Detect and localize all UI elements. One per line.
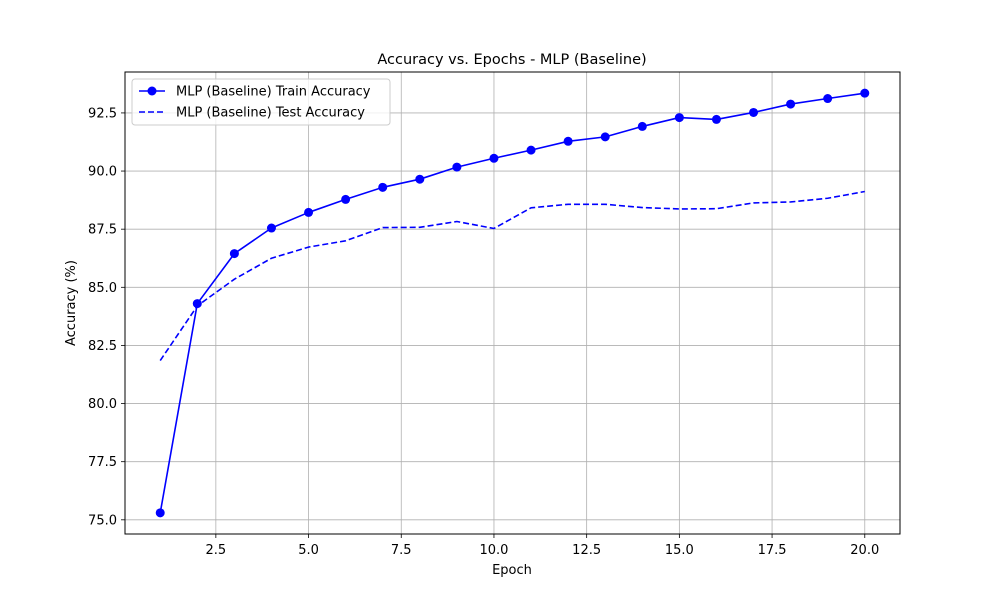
data-point	[415, 174, 425, 184]
data-point	[823, 94, 833, 104]
data-point	[155, 508, 165, 518]
legend-label: MLP (Baseline) Train Accuracy	[176, 85, 371, 100]
plot-frame	[124, 71, 901, 535]
y-tick-label: 90.0	[88, 165, 117, 180]
data-point	[563, 136, 573, 146]
x-tick-label: 10.0	[479, 543, 508, 558]
data-point	[192, 299, 202, 309]
x-tick-label: 5.0	[298, 543, 319, 558]
x-tick-label: 2.5	[206, 543, 227, 558]
legend-label: MLP (Baseline) Test Accuracy	[176, 106, 365, 121]
data-point	[229, 249, 239, 259]
data-point	[786, 99, 796, 109]
data-point	[600, 132, 610, 142]
data-point	[304, 207, 314, 217]
series-line-train-accuracy	[159, 92, 865, 513]
y-tick-label: 92.5	[88, 106, 117, 121]
x-tick-label: 17.5	[758, 543, 787, 558]
data-point	[341, 194, 351, 204]
y-tick-label: 77.5	[88, 455, 117, 470]
data-point	[674, 113, 684, 123]
data-point	[489, 153, 499, 163]
x-tick-label: 15.0	[665, 543, 694, 558]
data-point	[860, 88, 870, 98]
legend: MLP (Baseline) Train Accuracy MLP (Baseli…	[131, 78, 391, 126]
data-point	[749, 107, 759, 117]
y-tick-label: 87.5	[88, 223, 117, 238]
data-point	[526, 145, 536, 155]
data-point	[378, 182, 388, 192]
y-tick-label: 85.0	[88, 281, 117, 296]
data-point	[711, 114, 721, 124]
tick-layer: 2.5 5.0 7.5 10.0 12.5 15.0 17.5 20.0 75.0 77.5 80.…	[88, 106, 879, 558]
legend-box	[131, 78, 391, 126]
data-point	[637, 121, 647, 131]
x-tick-label: 7.5	[391, 543, 412, 558]
x-axis-label: Epoch	[492, 563, 532, 578]
y-tick-label: 75.0	[88, 513, 117, 528]
y-tick-label: 82.5	[88, 339, 117, 354]
series-line-test-accuracy	[159, 190, 865, 361]
legend-swatch-marker	[147, 86, 157, 96]
y-axis-label: Accuracy (%)	[64, 260, 79, 346]
series-layer	[155, 88, 870, 518]
grid-layer	[125, 72, 900, 534]
x-tick-label: 12.5	[572, 543, 601, 558]
y-tick-label: 80.0	[88, 397, 117, 412]
data-point	[452, 162, 462, 172]
x-tick-label: 20.0	[850, 543, 879, 558]
data-point	[266, 223, 276, 233]
chart-title: Accuracy vs. Epochs - MLP (Baseline)	[377, 52, 646, 68]
